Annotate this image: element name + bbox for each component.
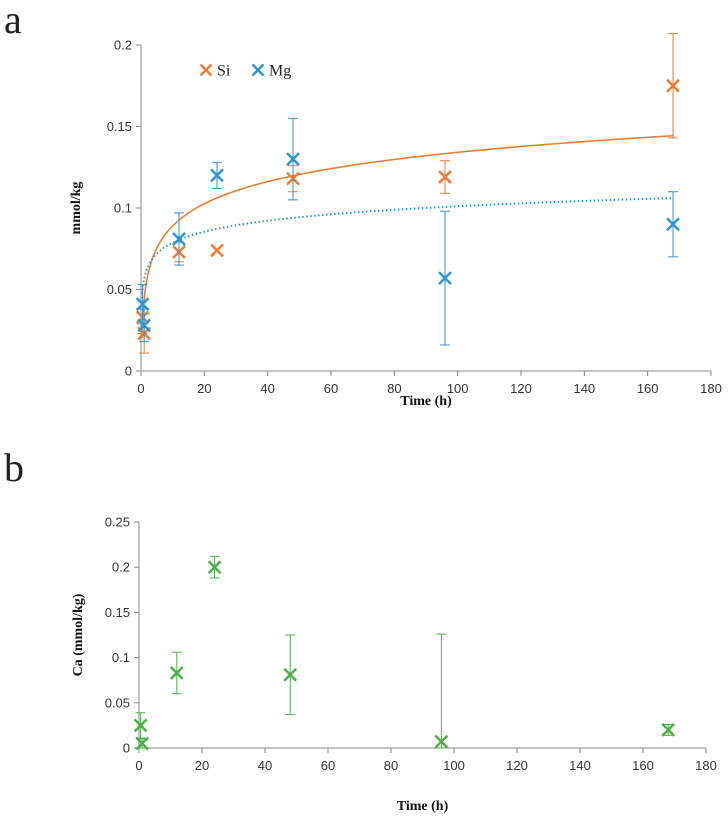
legend: Si Mg [199, 63, 291, 80]
y-axis-title: Ca (mmol/kg) [71, 593, 86, 676]
y-tick-label: 0.1 [112, 650, 130, 665]
mg-point [135, 297, 150, 312]
mg-marker-stroke [666, 217, 680, 232]
x-tick-label: 160 [637, 381, 659, 396]
y-tick-label: 0.15 [107, 119, 132, 134]
legend-mg-label: Mg [269, 63, 291, 80]
series-point [133, 718, 148, 733]
mg-trendline [140, 197, 674, 299]
y-tick-label: 0.15 [105, 605, 130, 620]
series-marker-stroke [283, 667, 298, 682]
x-tick-label: 140 [569, 758, 591, 773]
mg-marker-stroke [438, 271, 452, 285]
mg-point [172, 232, 186, 246]
series-point [207, 560, 222, 575]
si-point [210, 243, 224, 258]
chart-a: 0 20 40 60 80 100 120 140 160 180 0 0.05 0.1 0.15 0.2 T… [69, 33, 722, 409]
x-axis-title: Time (h) [397, 799, 449, 814]
mg-marker-stroke [210, 168, 224, 183]
si-point [666, 78, 680, 93]
x-tick-label: 0 [135, 758, 142, 773]
mg-point [438, 271, 452, 285]
series-marker-stroke [661, 723, 676, 737]
series-point [135, 736, 150, 751]
series-point [661, 723, 676, 737]
x-tick-label: 160 [632, 758, 654, 773]
series-point [169, 666, 184, 680]
series-marker-stroke [135, 736, 150, 751]
mg-point [286, 152, 300, 166]
mg-marker-stroke [137, 318, 152, 333]
x-tick-label: 0 [137, 381, 144, 396]
legend-mg-marker [251, 63, 265, 77]
chart-b: 0 20 40 60 80 100 120 140 160 180 0 0.05 0.1 0.15 0.2 0… [71, 515, 717, 815]
x-tick-label: 140 [573, 381, 595, 396]
series-marker-stroke [169, 666, 184, 680]
x-tick-label: 80 [387, 381, 401, 396]
series-point [434, 734, 449, 749]
panel-letter-a: a [4, 0, 22, 42]
y-tick-label: 0.2 [114, 38, 132, 53]
x-tick-label: 40 [258, 758, 272, 773]
x-tick-label: 180 [700, 381, 722, 396]
x-tick-label: 20 [195, 758, 209, 773]
x-tick-label: 60 [321, 758, 335, 773]
si-trendline [141, 134, 674, 338]
x-tick-label: 120 [506, 758, 528, 773]
series-marker-stroke [434, 734, 449, 749]
y-tick-label: 0.05 [105, 695, 130, 710]
y-tick-label: 0.05 [107, 282, 132, 297]
series-marker-stroke [133, 718, 148, 733]
series-point [283, 667, 298, 682]
mg-point [666, 217, 680, 232]
y-tick-label: 0 [125, 364, 132, 379]
si-point [438, 170, 452, 184]
x-axis-title: Time (h) [400, 394, 452, 409]
si-marker-stroke [210, 243, 224, 258]
mg-point [137, 318, 152, 333]
y-tick-label: 0.1 [114, 201, 132, 216]
x-tick-label: 80 [384, 758, 398, 773]
panel-letter-b: b [4, 445, 24, 490]
y-tick-label: 0 [123, 741, 130, 756]
si-marker-stroke [666, 78, 680, 93]
legend-si-label: Si [217, 63, 231, 80]
x-tick-label: 180 [695, 758, 717, 773]
mg-marker-stroke [172, 232, 186, 246]
series-marker-stroke [207, 560, 222, 575]
mg-marker-stroke [286, 152, 300, 166]
y-tick-label: 0.2 [112, 560, 130, 575]
x-tick-label: 100 [447, 381, 469, 396]
x-tick-label: 20 [197, 381, 211, 396]
x-tick-label: 120 [510, 381, 532, 396]
y-axis-title: mmol/kg [69, 182, 84, 235]
mg-point [210, 168, 224, 183]
si-marker-stroke [438, 170, 452, 184]
x-tick-label: 60 [324, 381, 338, 396]
x-tick-label: 40 [260, 381, 274, 396]
legend-si-marker [199, 63, 213, 77]
x-tick-label: 100 [443, 758, 465, 773]
mg-marker-stroke [135, 297, 150, 312]
y-tick-label: 0.25 [105, 515, 130, 530]
